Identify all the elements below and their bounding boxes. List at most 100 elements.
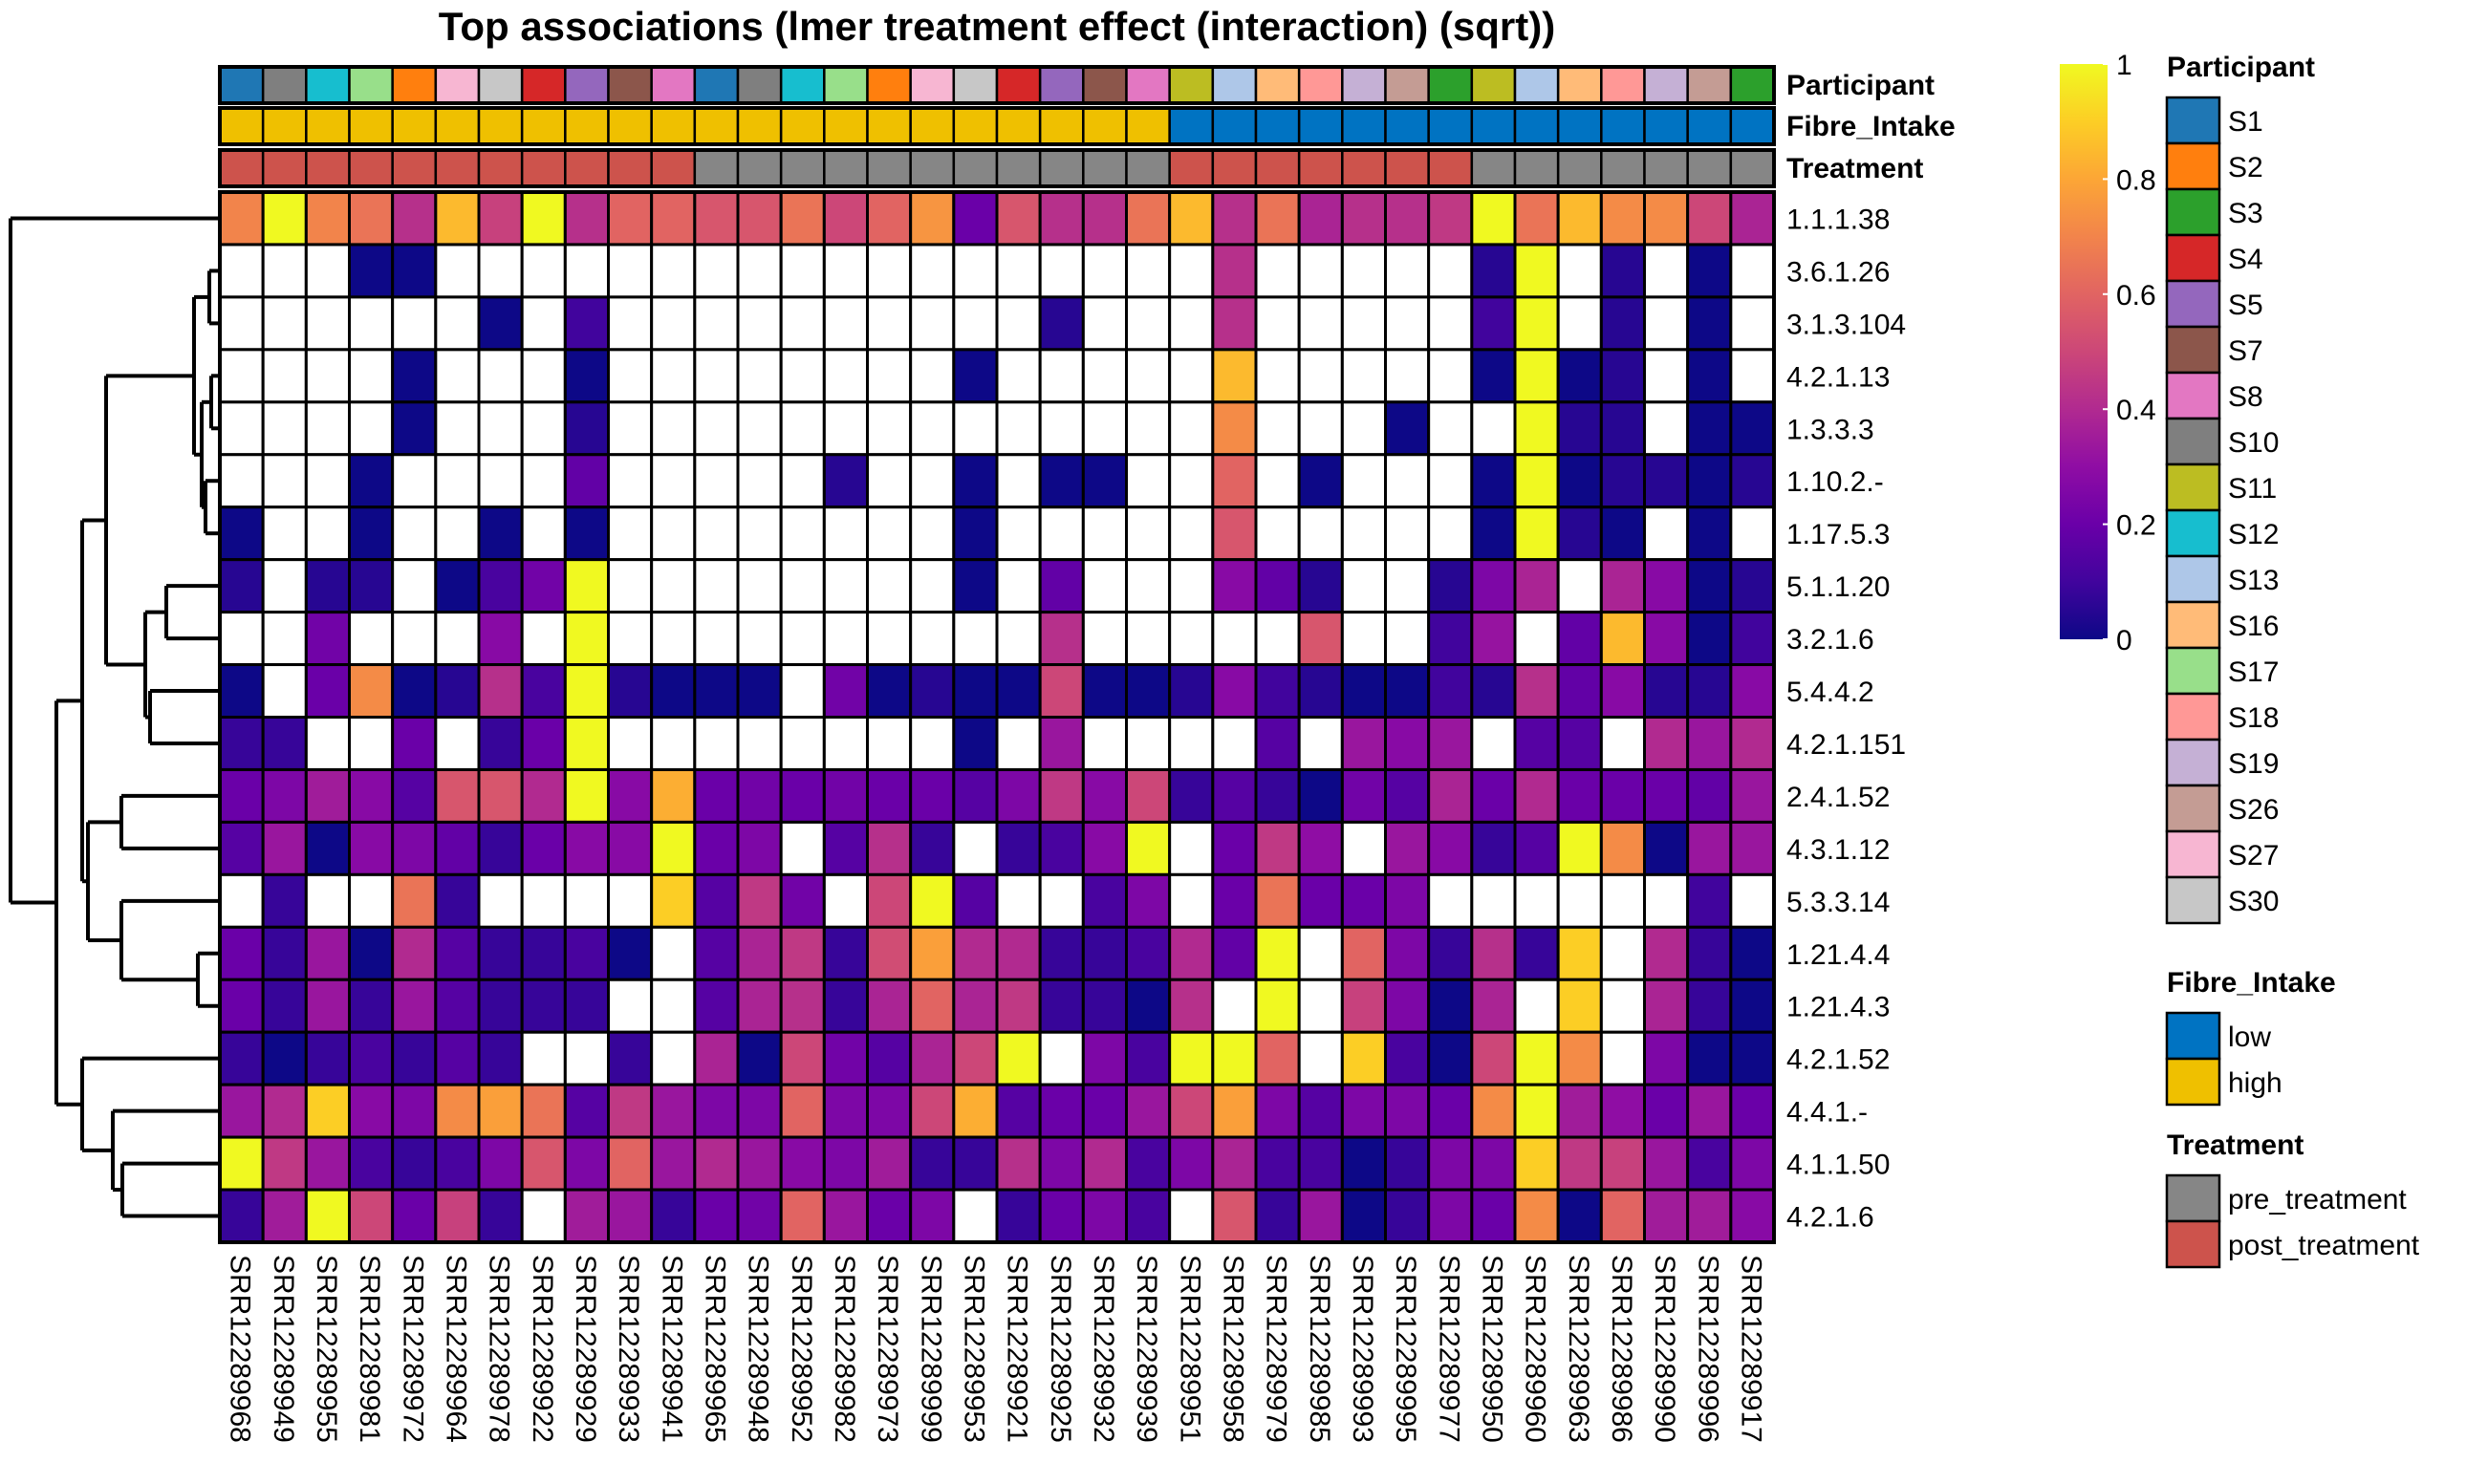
heatmap-cell	[1599, 820, 1647, 876]
heatmap-cell	[261, 400, 308, 457]
heatmap-cell	[952, 190, 999, 247]
heatmap-cell	[1211, 505, 1258, 562]
heatmap-cell	[1340, 1030, 1388, 1086]
fibre-intake-annotation-cell	[261, 106, 308, 146]
heatmap-cell	[1643, 716, 1690, 771]
heatmap-cell	[952, 767, 999, 824]
heatmap-cell	[995, 925, 1042, 981]
legend-swatch	[2165, 371, 2221, 420]
heatmap-cell	[1340, 295, 1388, 352]
legend-swatch	[2165, 417, 2221, 466]
heatmap-cell	[1729, 295, 1776, 352]
heatmap-cell	[1125, 1135, 1172, 1192]
heatmap-cell	[866, 400, 913, 457]
heatmap-cell	[391, 295, 438, 352]
heatmap-cell	[1686, 1083, 1733, 1139]
heatmap-cell	[995, 1135, 1042, 1192]
heatmap-cell	[477, 925, 524, 981]
heatmap-cell	[1427, 978, 1474, 1034]
heatmap-cell	[434, 716, 481, 771]
heatmap-cell	[995, 348, 1042, 404]
legend-label: S8	[2228, 381, 2263, 413]
heatmap-cell	[1254, 1030, 1301, 1086]
column-label: SRR12289968	[225, 1255, 256, 1443]
heatmap-cell	[1211, 1135, 1258, 1192]
row-label: 4.4.1.-	[1786, 1097, 1868, 1129]
heatmap-cell	[995, 767, 1042, 824]
heatmap-cell	[1470, 663, 1517, 719]
column-label: SRR12289958	[1217, 1255, 1248, 1443]
heatmap-cell	[1168, 1030, 1215, 1086]
column-label: SRR12289925	[1045, 1255, 1076, 1443]
heatmap-cell	[1599, 872, 1647, 929]
heatmap-cell	[1211, 767, 1258, 824]
heatmap-cell	[434, 663, 481, 719]
column-annotations: Participant Fibre_Intake Treatment	[218, 65, 1956, 188]
row-label: 1.17.5.3	[1786, 519, 1890, 550]
heatmap-cell	[1081, 295, 1129, 352]
heatmap-cell	[1297, 1083, 1344, 1139]
heatmap-cell	[391, 1083, 438, 1139]
heatmap-cell	[995, 1030, 1042, 1086]
heatmap-cell	[1427, 663, 1474, 719]
heatmap-cell	[304, 978, 352, 1034]
heatmap-cell	[736, 820, 783, 876]
heatmap-cell	[866, 978, 913, 1034]
heatmap-cell	[477, 190, 524, 247]
heatmap-cell	[477, 505, 524, 562]
heatmap-cell	[822, 295, 869, 352]
heatmap-cell	[650, 1188, 697, 1244]
column-label: SRR12289978	[484, 1255, 515, 1443]
heatmap-cell	[1125, 872, 1172, 929]
heatmap-cell	[995, 663, 1042, 719]
heatmap-cell	[1297, 1030, 1344, 1086]
heatmap-cell	[477, 872, 524, 929]
heatmap-cell	[1513, 505, 1560, 562]
heatmap-cell	[1297, 348, 1344, 404]
heatmap-cell	[1038, 348, 1085, 404]
legend-label: S1	[2228, 106, 2263, 138]
heatmap-cell	[736, 1135, 783, 1192]
legend-swatch	[2165, 784, 2221, 833]
heatmap-cell	[218, 1030, 265, 1086]
heatmap-cell	[1384, 611, 1431, 667]
participant-annotation-cell	[520, 65, 567, 105]
heatmap-cell	[866, 925, 913, 981]
heatmap-cell	[736, 295, 783, 352]
heatmap-cell	[1729, 925, 1776, 981]
heatmap-cell	[1686, 348, 1733, 404]
heatmap-cell	[1211, 1083, 1258, 1139]
fibre-intake-annotation-cell	[305, 106, 351, 146]
heatmap-cell	[1556, 348, 1603, 404]
row-label: 3.6.1.26	[1786, 256, 1890, 288]
heatmap-cell	[952, 663, 999, 719]
heatmap-cell	[563, 663, 610, 719]
heatmap-cell	[520, 663, 567, 719]
heatmap-cell	[952, 1030, 999, 1086]
heatmap-cell	[1038, 400, 1085, 457]
heatmap-cell	[650, 925, 697, 981]
treatment-annotation-cell	[1254, 148, 1301, 188]
treatment-annotation-cell	[434, 148, 481, 188]
heatmap-cell	[477, 611, 524, 667]
heatmap-cell	[822, 190, 869, 247]
fibre-intake-annotation-cell	[1038, 106, 1085, 146]
heatmap-cell	[1038, 190, 1085, 247]
heatmap-cell	[563, 190, 610, 247]
participant-annotation-cell	[1254, 65, 1301, 105]
heatmap-cell	[822, 243, 869, 299]
heatmap-cell	[477, 663, 524, 719]
heatmap-cell	[477, 453, 524, 509]
heatmap-cell	[348, 925, 395, 981]
heatmap-cell	[520, 558, 567, 614]
colorbar-tick-label: 0	[2116, 625, 2132, 656]
column-label: SRR12289995	[1390, 1255, 1421, 1443]
heatmap-cell	[693, 1135, 740, 1192]
heatmap-cell	[866, 243, 913, 299]
heatmap-cell	[995, 558, 1042, 614]
heatmap-cell	[1211, 400, 1258, 457]
participant-annotation-cell	[995, 65, 1042, 105]
heatmap-cell	[995, 453, 1042, 509]
heatmap-cell	[1427, 295, 1474, 352]
legend-label: S3	[2228, 198, 2263, 229]
